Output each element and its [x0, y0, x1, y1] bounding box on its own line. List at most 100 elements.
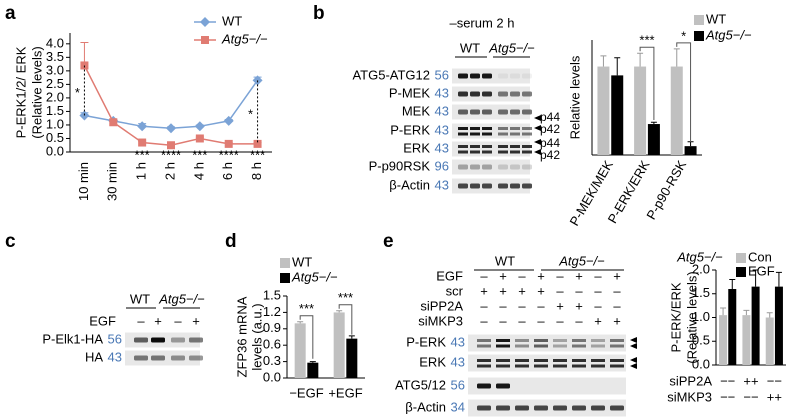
- significance-bracket: [676, 42, 692, 143]
- panel-letter: b: [313, 3, 325, 24]
- legend-label: Atg5−/−: [221, 31, 268, 46]
- condition-sign: +: [613, 268, 621, 283]
- legend-label: Atg5−/−: [291, 269, 338, 284]
- row-label: MEK: [402, 103, 431, 118]
- blot-band: [482, 164, 492, 170]
- blot-band: [482, 132, 492, 136]
- bar: [774, 286, 783, 365]
- blot-band: [482, 150, 492, 154]
- row-label: ATG5/12: [395, 377, 446, 392]
- significance-bracket: [338, 304, 353, 335]
- condition-sign: –: [594, 298, 602, 313]
- bar: [684, 146, 697, 155]
- blot-band: [151, 355, 165, 361]
- y-tick-label: 2.0: [46, 89, 64, 104]
- y-tick-label: 0.5: [46, 130, 64, 145]
- blot-band: [591, 339, 605, 342]
- band-arrow: [630, 363, 637, 369]
- x-tick-label: 10 min: [76, 162, 91, 201]
- molecular-weight: 43: [435, 177, 449, 192]
- blot-band: [477, 383, 491, 389]
- marker: [80, 61, 89, 70]
- y-axis-label: P-ERK1/2/ ERK: [13, 46, 28, 138]
- blot-band: [134, 355, 148, 361]
- condition-sign: +: [518, 283, 526, 298]
- significance: ***: [639, 33, 654, 48]
- blot-band: [477, 364, 491, 368]
- condition-sign: –: [480, 268, 488, 283]
- molecular-weight: 43: [451, 334, 465, 349]
- marker: [167, 141, 175, 150]
- band-arrow: [534, 139, 541, 145]
- molecular-weight: 56: [435, 67, 449, 82]
- blot-band: [458, 73, 468, 79]
- blot-band: [470, 109, 480, 115]
- blot-band: [171, 355, 185, 361]
- bar: [765, 317, 774, 365]
- significance: ***: [299, 301, 314, 316]
- blot-band: [610, 405, 624, 411]
- blot-band: [458, 145, 468, 148]
- blot-band: [470, 145, 480, 148]
- blot-band: [470, 183, 480, 189]
- x-tick-label: 2 h: [162, 162, 177, 180]
- blot-band: [510, 91, 520, 97]
- blot-band: [171, 337, 185, 343]
- condition-sign: +: [154, 313, 162, 328]
- marker: [137, 121, 148, 132]
- bar: [597, 66, 610, 155]
- condition-sign: –: [556, 313, 564, 328]
- y-tick-label: 0.0: [263, 369, 281, 384]
- blot-band: [522, 91, 532, 97]
- bar: [634, 66, 647, 155]
- condition-sign: –: [499, 298, 507, 313]
- bar: [346, 338, 358, 378]
- blot-strip: [468, 377, 626, 395]
- blot-band: [553, 405, 567, 411]
- blot-band: [510, 150, 520, 154]
- bar: [751, 286, 760, 365]
- legend-marker: [200, 17, 210, 27]
- table-cell: ++: [743, 373, 758, 388]
- blot-band: [496, 339, 510, 342]
- y-tick-label: 1.5: [46, 103, 64, 118]
- blot-band: [610, 344, 624, 348]
- blot-band: [534, 364, 548, 368]
- blot-band: [515, 364, 529, 368]
- table-cell: −−: [767, 373, 782, 388]
- molecular-weight: 43: [435, 85, 449, 100]
- blot-band: [553, 339, 567, 342]
- error-bar: [297, 321, 304, 324]
- blot-band: [458, 132, 468, 136]
- x-tick-label: 30 min: [105, 162, 120, 201]
- band-label: p42: [540, 122, 560, 136]
- blot-band: [458, 183, 468, 189]
- y-tick-label: 0.6: [263, 337, 281, 352]
- condition-sign: –: [537, 298, 545, 313]
- condition-sign: –: [556, 283, 564, 298]
- blot-band: [510, 164, 520, 170]
- row-label: P-ERK: [406, 334, 446, 349]
- y-tick-label: 0.0: [46, 143, 64, 158]
- blot-band: [134, 337, 148, 343]
- y-tick-label: 1.0: [692, 309, 710, 324]
- significance-bracket: [639, 46, 655, 121]
- condition-sign: +: [556, 298, 564, 313]
- condition-sign: +: [499, 283, 507, 298]
- molecular-weight: 43: [435, 140, 449, 155]
- blot-band: [496, 405, 510, 411]
- blot-band: [522, 183, 532, 189]
- condition-sign: +: [575, 268, 583, 283]
- condition-sign: –: [613, 283, 621, 298]
- table-cell: −−: [720, 389, 735, 404]
- y-tick-label: 2.0: [692, 261, 710, 276]
- legend-label: EGF: [748, 263, 775, 278]
- legend-swatch: [694, 31, 704, 41]
- blot-band: [510, 183, 520, 189]
- condition-sign: –: [613, 298, 621, 313]
- significance: ***: [192, 147, 207, 162]
- y-tick-label: 1.0: [46, 116, 64, 131]
- bar: [294, 323, 306, 378]
- y-tick-label: 1.2: [263, 304, 281, 319]
- blot-band: [477, 344, 491, 348]
